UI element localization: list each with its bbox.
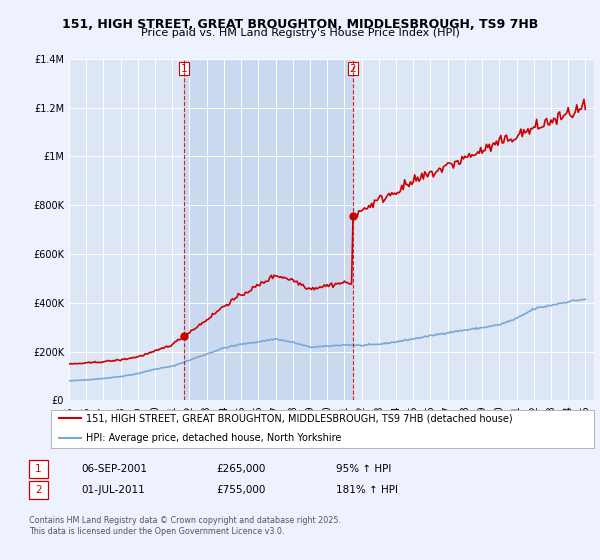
Text: 151, HIGH STREET, GREAT BROUGHTON, MIDDLESBROUGH, TS9 7HB (detached house): 151, HIGH STREET, GREAT BROUGHTON, MIDDL… [86, 413, 513, 423]
Text: 2: 2 [35, 485, 42, 495]
Text: £265,000: £265,000 [216, 464, 265, 474]
Text: Price paid vs. HM Land Registry's House Price Index (HPI): Price paid vs. HM Land Registry's House … [140, 28, 460, 38]
Text: Contains HM Land Registry data © Crown copyright and database right 2025.
This d: Contains HM Land Registry data © Crown c… [29, 516, 341, 536]
Text: 06-SEP-2001: 06-SEP-2001 [81, 464, 147, 474]
Text: 151, HIGH STREET, GREAT BROUGHTON, MIDDLESBROUGH, TS9 7HB: 151, HIGH STREET, GREAT BROUGHTON, MIDDL… [62, 18, 538, 31]
Text: 1: 1 [35, 464, 42, 474]
Bar [184, 59, 353, 400]
Text: HPI: Average price, detached house, North Yorkshire: HPI: Average price, detached house, Nort… [86, 433, 341, 443]
Text: 01-JUL-2011: 01-JUL-2011 [81, 485, 145, 495]
Text: 95% ↑ HPI: 95% ↑ HPI [336, 464, 391, 474]
Text: 2: 2 [350, 64, 356, 74]
Text: 181% ↑ HPI: 181% ↑ HPI [336, 485, 398, 495]
Text: 1: 1 [181, 64, 187, 74]
Text: £755,000: £755,000 [216, 485, 265, 495]
